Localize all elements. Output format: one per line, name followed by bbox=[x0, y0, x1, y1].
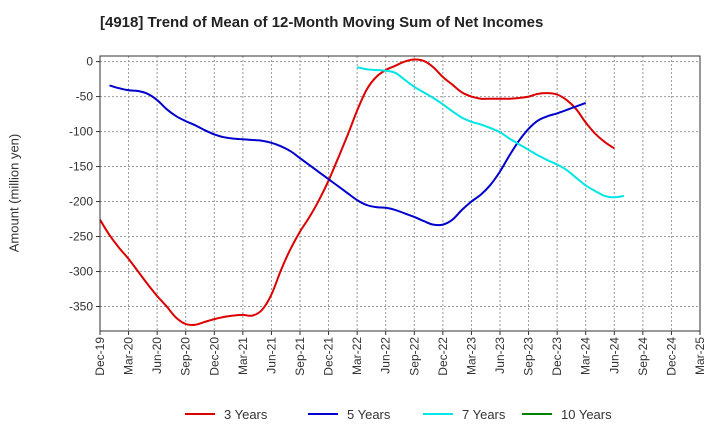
series-lines bbox=[99, 58, 624, 326]
x-tick-label: Jun-20 bbox=[150, 337, 164, 374]
y-tick-label: -350 bbox=[69, 300, 93, 314]
y-tick-label: -250 bbox=[69, 230, 93, 244]
y-tick-label: -100 bbox=[69, 125, 93, 139]
series-line-7-years bbox=[356, 66, 624, 199]
x-tick-label: Jun-21 bbox=[264, 337, 278, 374]
legend: 3 Years 5 Years 7 Years 10 Years bbox=[185, 407, 612, 422]
legend-label-3-years: 3 Years bbox=[224, 407, 268, 422]
legend-label-5-years: 5 Years bbox=[347, 407, 391, 422]
y-tick-label: -300 bbox=[69, 265, 93, 279]
x-tick-label: Mar-23 bbox=[464, 337, 478, 375]
x-tick-label: Mar-20 bbox=[122, 337, 136, 375]
x-tick-label: Sep-20 bbox=[179, 337, 193, 376]
x-tick-label: Mar-22 bbox=[350, 337, 364, 375]
x-tick-label: Sep-22 bbox=[407, 337, 421, 376]
x-tick-label: Dec-19 bbox=[93, 337, 107, 376]
axes: 0 -50 -100 -150 -200 -250 -300 -350 Dec-19 Mar-20… bbox=[69, 55, 707, 376]
x-tick-label: Sep-24 bbox=[636, 337, 650, 376]
x-tick-label: Dec-21 bbox=[322, 337, 336, 376]
y-tick-label: -150 bbox=[69, 160, 93, 174]
plot-frame bbox=[99, 55, 701, 332]
x-tick-label: Dec-20 bbox=[207, 337, 221, 376]
y-tick-label: -200 bbox=[69, 195, 93, 209]
x-tick-label: Jun-23 bbox=[493, 337, 507, 374]
y-tick-label: -50 bbox=[76, 90, 94, 104]
x-tick-label: Dec-23 bbox=[550, 337, 564, 376]
series-line-3-years bbox=[99, 58, 615, 326]
series-line-5-years bbox=[109, 84, 587, 227]
x-tick-label: Sep-23 bbox=[522, 337, 536, 376]
x-tick-label: Mar-21 bbox=[236, 337, 250, 375]
x-tick-label: Mar-24 bbox=[579, 337, 593, 375]
x-tick-label: Mar-25 bbox=[693, 337, 707, 375]
x-tick-label: Dec-24 bbox=[664, 337, 678, 376]
x-tick-label: Sep-21 bbox=[293, 337, 307, 376]
x-tick-label: Jun-22 bbox=[379, 337, 393, 374]
y-tick-label: 0 bbox=[86, 55, 93, 69]
x-tick-label: Dec-22 bbox=[436, 337, 450, 376]
chart-title: [4918] Trend of Mean of 12-Month Moving … bbox=[100, 14, 544, 31]
legend-label-7-years: 7 Years bbox=[462, 407, 506, 422]
x-tick-label: Jun-24 bbox=[607, 337, 621, 374]
plot-background bbox=[100, 56, 700, 331]
legend-label-10-years: 10 Years bbox=[561, 407, 612, 422]
